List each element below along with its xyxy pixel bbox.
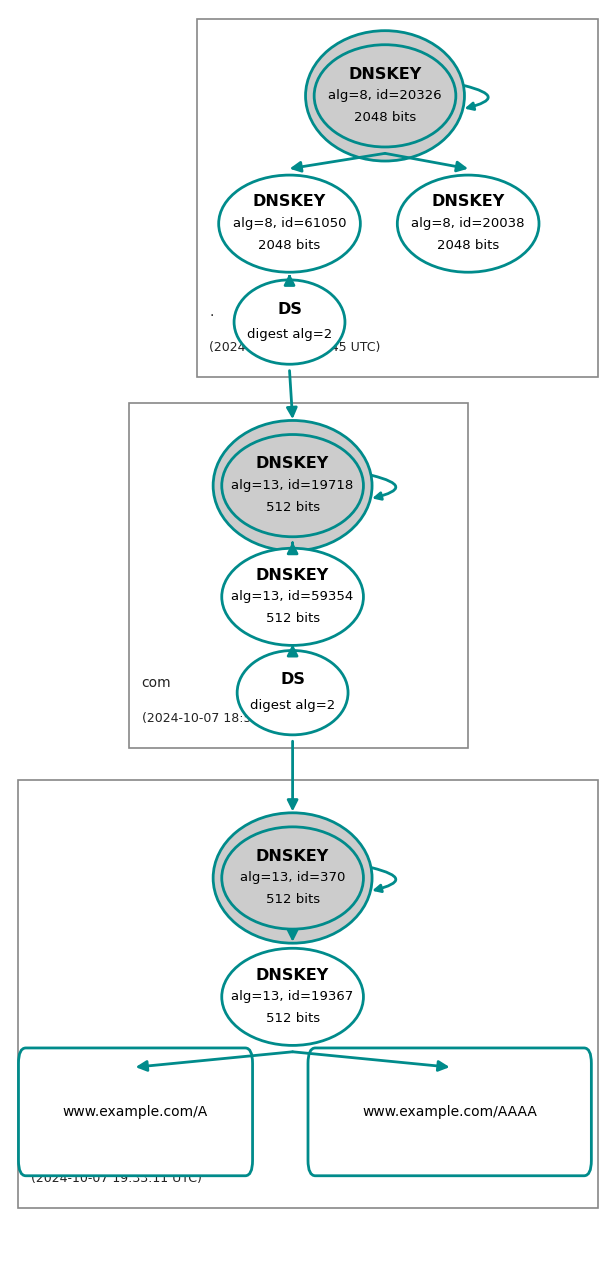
- Text: alg=13, id=59354: alg=13, id=59354: [232, 590, 354, 603]
- Ellipse shape: [314, 45, 456, 147]
- Ellipse shape: [234, 280, 345, 364]
- Text: 512 bits: 512 bits: [265, 612, 320, 625]
- Ellipse shape: [219, 175, 360, 272]
- Text: DNSKEY: DNSKEY: [349, 66, 421, 82]
- Text: (2024-10-07 19:33:11 UTC): (2024-10-07 19:33:11 UTC): [31, 1172, 201, 1185]
- Text: www.example.com/AAAA: www.example.com/AAAA: [362, 1105, 537, 1118]
- Ellipse shape: [213, 420, 372, 551]
- Text: 512 bits: 512 bits: [265, 501, 320, 514]
- Text: (2024-10-07 17:58:45 UTC): (2024-10-07 17:58:45 UTC): [209, 341, 381, 354]
- Ellipse shape: [213, 813, 372, 943]
- Text: www.example.com/A: www.example.com/A: [63, 1105, 208, 1118]
- Text: alg=13, id=370: alg=13, id=370: [240, 872, 346, 884]
- Text: DNSKEY: DNSKEY: [253, 194, 326, 210]
- Text: 512 bits: 512 bits: [265, 1012, 320, 1025]
- Text: DNSKEY: DNSKEY: [256, 567, 329, 583]
- Text: alg=13, id=19367: alg=13, id=19367: [232, 990, 354, 1003]
- Text: alg=8, id=61050: alg=8, id=61050: [233, 217, 346, 230]
- Ellipse shape: [222, 827, 363, 929]
- Text: 2048 bits: 2048 bits: [437, 239, 500, 252]
- Text: digest alg=2: digest alg=2: [250, 699, 335, 712]
- Text: (2024-10-07 18:59:34 UTC): (2024-10-07 18:59:34 UTC): [142, 712, 313, 725]
- Text: DNSKEY: DNSKEY: [256, 849, 329, 864]
- Text: alg=13, id=19718: alg=13, id=19718: [232, 479, 354, 492]
- FancyBboxPatch shape: [308, 1048, 591, 1176]
- Text: DS: DS: [280, 672, 305, 688]
- Text: 2048 bits: 2048 bits: [258, 239, 321, 252]
- Ellipse shape: [306, 31, 464, 161]
- Text: example.com: example.com: [31, 1136, 124, 1150]
- Text: digest alg=2: digest alg=2: [247, 328, 332, 341]
- FancyBboxPatch shape: [197, 19, 598, 377]
- Text: .: .: [209, 305, 214, 320]
- Ellipse shape: [222, 548, 363, 645]
- Ellipse shape: [222, 948, 363, 1045]
- Text: alg=8, id=20038: alg=8, id=20038: [411, 217, 525, 230]
- FancyBboxPatch shape: [129, 403, 468, 748]
- Ellipse shape: [397, 175, 539, 272]
- Text: 512 bits: 512 bits: [265, 893, 320, 906]
- Text: 2048 bits: 2048 bits: [354, 111, 416, 124]
- FancyBboxPatch shape: [18, 1048, 253, 1176]
- Ellipse shape: [237, 651, 348, 735]
- Text: DS: DS: [277, 302, 302, 317]
- Text: DNSKEY: DNSKEY: [256, 967, 329, 983]
- Ellipse shape: [222, 435, 363, 537]
- Text: DNSKEY: DNSKEY: [432, 194, 505, 210]
- Text: com: com: [142, 676, 171, 690]
- FancyBboxPatch shape: [18, 780, 598, 1208]
- Text: alg=8, id=20326: alg=8, id=20326: [328, 89, 442, 102]
- Text: DNSKEY: DNSKEY: [256, 456, 329, 472]
